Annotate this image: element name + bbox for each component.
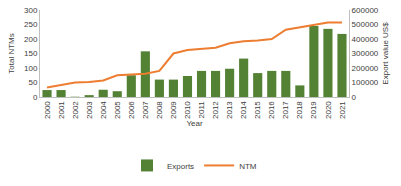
svg-text:2008: 2008 (155, 101, 164, 119)
svg-text:500000: 500000 (352, 20, 379, 29)
svg-text:250: 250 (24, 20, 38, 29)
svg-text:200: 200 (24, 35, 38, 44)
svg-text:2017: 2017 (281, 101, 290, 119)
svg-text:100000: 100000 (352, 78, 379, 87)
svg-text:Year: Year (186, 119, 203, 128)
svg-text:150: 150 (24, 49, 38, 58)
svg-text:2006: 2006 (127, 101, 136, 119)
svg-text:2002: 2002 (71, 101, 80, 119)
svg-text:2021: 2021 (338, 101, 347, 119)
svg-text:0: 0 (352, 93, 357, 102)
svg-text:300000: 300000 (352, 49, 379, 58)
svg-text:50: 50 (28, 78, 37, 87)
svg-text:2015: 2015 (253, 101, 262, 119)
svg-text:Exports: Exports (167, 162, 194, 171)
svg-text:600000: 600000 (352, 6, 379, 15)
svg-text:2016: 2016 (267, 101, 276, 119)
svg-text:2009: 2009 (169, 101, 178, 119)
svg-text:2011: 2011 (197, 101, 206, 119)
svg-text:2000: 2000 (43, 101, 52, 119)
svg-text:2018: 2018 (295, 101, 304, 119)
svg-text:0: 0 (33, 93, 38, 102)
svg-text:2012: 2012 (211, 101, 220, 119)
svg-text:Total NTMs: Total NTMs (7, 33, 16, 73)
svg-text:2013: 2013 (225, 101, 234, 119)
svg-text:100: 100 (24, 64, 38, 73)
svg-text:2020: 2020 (324, 101, 333, 119)
svg-text:NTM: NTM (239, 162, 257, 171)
svg-text:2007: 2007 (141, 101, 150, 119)
svg-text:2010: 2010 (183, 101, 192, 119)
svg-text:Export value US$: Export value US$ (381, 22, 390, 85)
svg-text:300: 300 (24, 6, 38, 15)
svg-text:2004: 2004 (99, 101, 108, 119)
svg-text:2005: 2005 (113, 101, 122, 119)
svg-text:2014: 2014 (239, 101, 248, 119)
svg-text:2019: 2019 (309, 101, 318, 119)
svg-text:400000: 400000 (352, 35, 379, 44)
svg-text:2003: 2003 (85, 101, 94, 119)
svg-text:2001: 2001 (57, 101, 66, 119)
svg-text:200000: 200000 (352, 64, 379, 73)
